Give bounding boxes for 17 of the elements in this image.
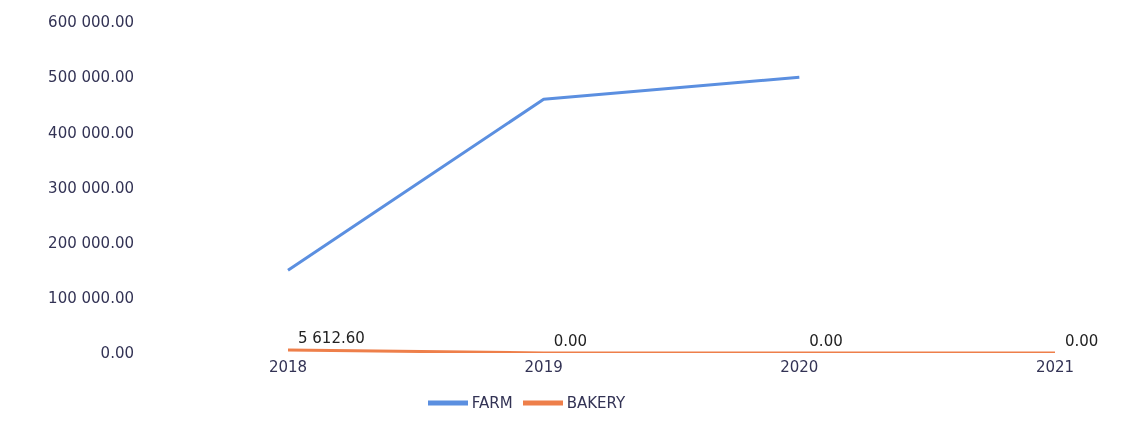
y-tick-label: 300 000.00 xyxy=(48,178,134,197)
data-label: 0.00 xyxy=(809,332,843,350)
y-tick-label: 100 000.00 xyxy=(48,289,134,308)
legend-label: BAKERY xyxy=(566,393,626,412)
y-tick-label: 600 000.00 xyxy=(48,13,134,32)
x-tick-label: 2018 xyxy=(268,357,308,376)
x-tick-label: 2020 xyxy=(780,357,819,376)
y-tick-label: 200 000.00 xyxy=(48,233,134,252)
legend-label: FARM xyxy=(471,393,513,412)
data-label: 5 612.60 xyxy=(298,328,365,347)
y-tick-label: 0.00 xyxy=(100,344,134,363)
x-tick-label: 2019 xyxy=(524,357,563,376)
data-label: 0.00 xyxy=(553,332,588,350)
x-tick-label: 2021 xyxy=(1035,357,1075,376)
data-label: 0.00 xyxy=(1065,332,1099,350)
y-tick-label: 400 000.00 xyxy=(48,123,134,142)
y-tick-label: 500 000.00 xyxy=(48,68,134,87)
